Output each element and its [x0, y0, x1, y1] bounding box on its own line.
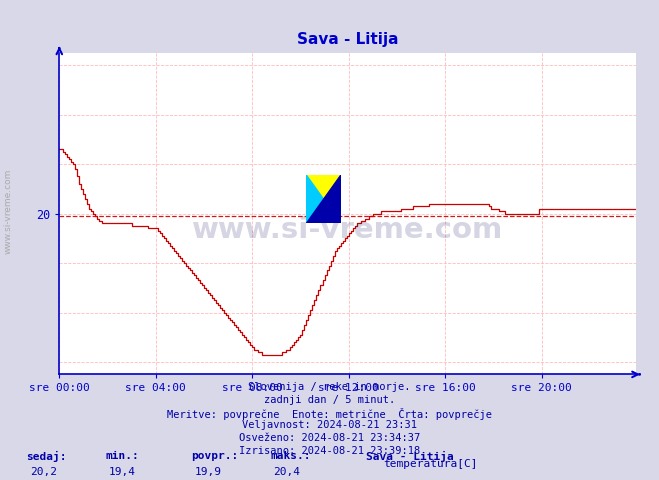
Text: 20,2: 20,2	[30, 467, 57, 477]
Text: Osveženo: 2024-08-21 23:34:37: Osveženo: 2024-08-21 23:34:37	[239, 433, 420, 444]
Text: zadnji dan / 5 minut.: zadnji dan / 5 minut.	[264, 395, 395, 405]
Text: Slovenija / reke in morje.: Slovenija / reke in morje.	[248, 382, 411, 392]
Text: www.si-vreme.com: www.si-vreme.com	[4, 168, 13, 254]
Polygon shape	[306, 175, 341, 223]
Text: temperatura[C]: temperatura[C]	[384, 459, 478, 469]
Polygon shape	[306, 175, 341, 223]
Text: Meritve: povprečne  Enote: metrične  Črta: povprečje: Meritve: povprečne Enote: metrične Črta:…	[167, 408, 492, 420]
Text: min.:: min.:	[105, 451, 139, 461]
Polygon shape	[306, 175, 341, 223]
Text: povpr.:: povpr.:	[191, 451, 239, 461]
Title: Sava - Litija: Sava - Litija	[297, 33, 399, 48]
Text: Izrisano: 2024-08-21 23:39:18: Izrisano: 2024-08-21 23:39:18	[239, 446, 420, 456]
Text: maks.:: maks.:	[270, 451, 310, 461]
Text: www.si-vreme.com: www.si-vreme.com	[192, 216, 503, 244]
Text: 19,4: 19,4	[109, 467, 136, 477]
Text: 20,4: 20,4	[273, 467, 301, 477]
Text: sedaj:: sedaj:	[26, 451, 67, 462]
Text: Sava - Litija: Sava - Litija	[366, 451, 453, 462]
Text: 19,9: 19,9	[194, 467, 221, 477]
Text: Veljavnost: 2024-08-21 23:31: Veljavnost: 2024-08-21 23:31	[242, 420, 417, 431]
